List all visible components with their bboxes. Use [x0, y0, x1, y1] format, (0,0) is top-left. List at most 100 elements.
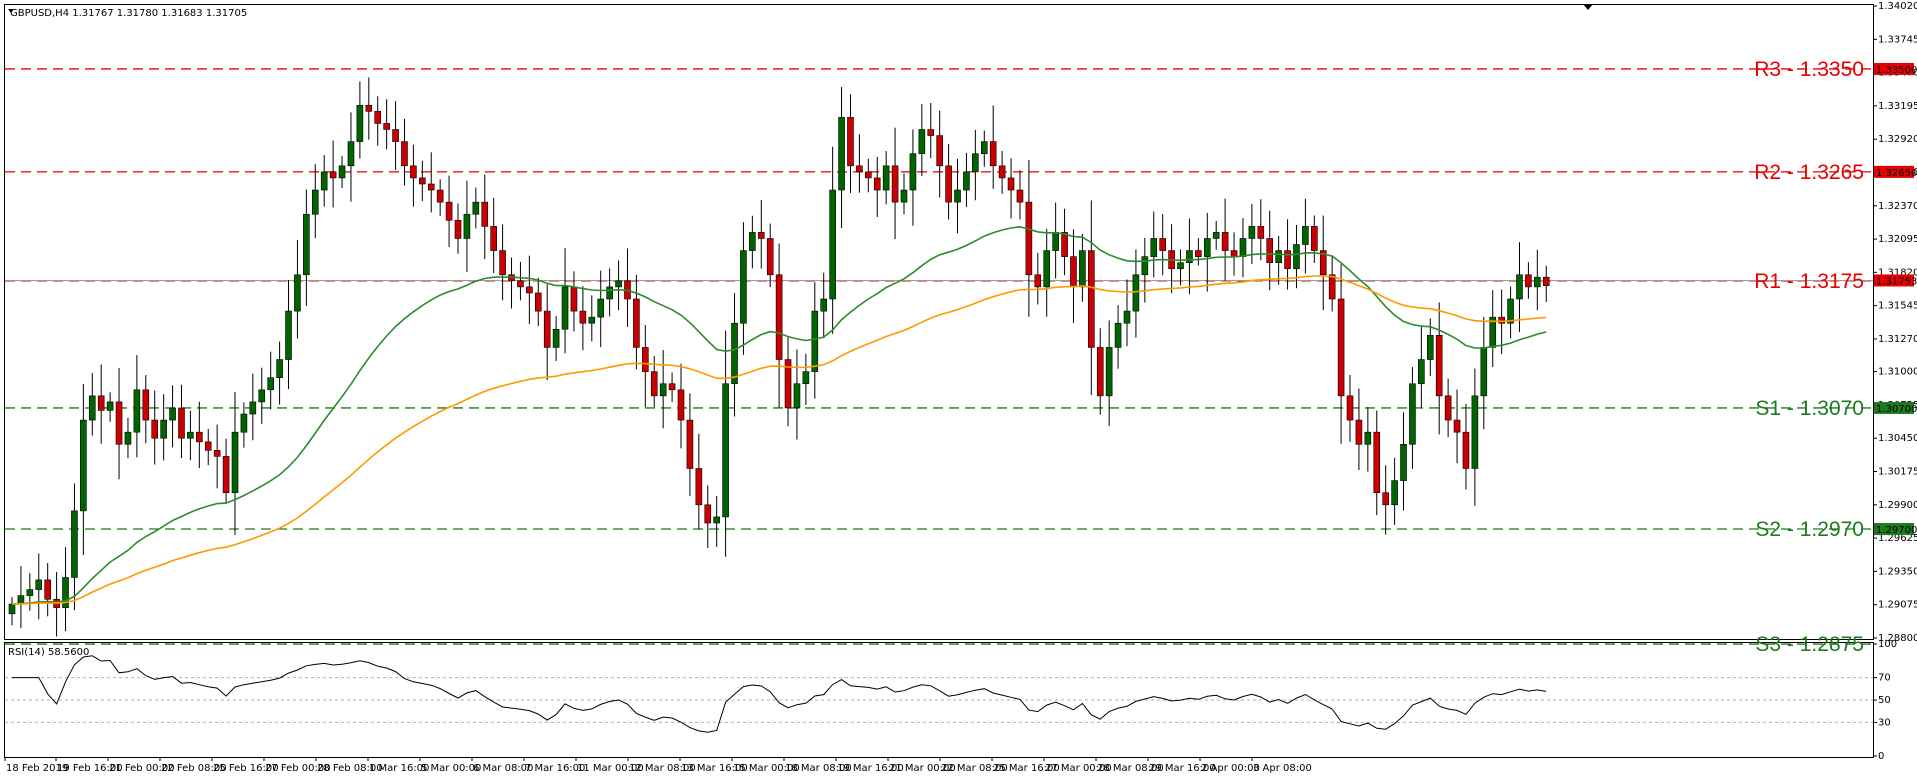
- rsi-tick-label: 50: [1878, 695, 1891, 706]
- candle-body: [8, 603, 16, 615]
- candle-body: [936, 135, 943, 167]
- candle-body: [1007, 177, 1015, 191]
- candle-body: [1426, 335, 1434, 360]
- price-tick-label: 1.31820: [1878, 267, 1917, 278]
- candle-body: [26, 589, 34, 596]
- candle-body: [1096, 347, 1104, 397]
- candle-body: [1239, 238, 1247, 257]
- candle-body: [811, 310, 819, 372]
- level-price-tag: [1874, 401, 1914, 414]
- candle-body: [1141, 256, 1149, 276]
- level-label: S1 - 1.3070: [1755, 397, 1864, 420]
- price-tick-label: 1.32370: [1878, 201, 1917, 212]
- time-tick-label: 5 Mar 00:00: [421, 763, 481, 774]
- candle-body: [998, 165, 1006, 179]
- candle-body: [1230, 250, 1238, 257]
- candle-body: [775, 274, 783, 360]
- candle-body: [1311, 226, 1318, 251]
- candle-body: [517, 280, 524, 288]
- candle-body: [383, 123, 390, 130]
- candle-body: [1293, 244, 1300, 270]
- candle-body: [401, 141, 408, 167]
- candle-body: [427, 183, 435, 191]
- candle-body: [249, 401, 257, 415]
- candle-body: [62, 577, 69, 609]
- price-tick-label: 1.32095: [1878, 234, 1917, 245]
- candle-body: [1195, 250, 1202, 257]
- candle-body: [1257, 226, 1265, 239]
- candle-body: [1542, 276, 1550, 286]
- time-tick-label: 6 Mar 08:00: [473, 763, 533, 774]
- candle-body: [1150, 238, 1158, 257]
- candle-body: [80, 419, 87, 512]
- candle-body: [106, 401, 114, 411]
- candle-body: [873, 177, 881, 191]
- candle-body: [695, 468, 703, 506]
- time-tick-label: 28 Mar 08:00: [1097, 763, 1164, 774]
- candle-body: [588, 316, 596, 324]
- candle-body: [213, 450, 221, 457]
- candle-body: [856, 165, 863, 173]
- rsi-header: RSI(14) 58.5600: [8, 647, 89, 658]
- candle-body: [1123, 310, 1131, 324]
- time-tick-label: 25 Feb 16:00: [213, 763, 279, 774]
- time-tick-label: 19 Mar 16:00: [837, 763, 904, 774]
- candle-body: [1105, 347, 1113, 397]
- candle-body: [124, 431, 132, 445]
- candle-body: [918, 129, 926, 155]
- price-tick-label: 1.32920: [1878, 134, 1917, 145]
- candle-body: [151, 419, 159, 439]
- level-label: S2 - 1.2970: [1755, 518, 1864, 541]
- candle-body: [1364, 431, 1372, 445]
- time-tick-label: 21 Mar 00:00: [889, 763, 956, 774]
- candle-body: [1516, 274, 1523, 300]
- candle-body: [570, 286, 578, 312]
- candle-body: [472, 201, 480, 215]
- price-tick-label: 1.29350: [1878, 566, 1917, 577]
- moving-average-slow: [11, 275, 1547, 605]
- candle-body: [1355, 419, 1363, 445]
- time-tick-label: 27 Mar 00:00: [1045, 763, 1112, 774]
- candle-body: [597, 298, 605, 318]
- price-axis: 1.340201.337451.334701.331951.329201.326…: [1873, 1, 1917, 644]
- rsi-axis: 100 70 50 30 0: [1873, 639, 1897, 762]
- candle-body: [303, 213, 310, 276]
- candle-body: [1373, 431, 1381, 494]
- candle-body: [1212, 232, 1220, 239]
- time-tick-label: 18 Mar 08:00: [785, 763, 852, 774]
- candle-body: [713, 516, 720, 524]
- candle-body: [35, 579, 43, 590]
- candle-body: [187, 431, 194, 439]
- candle-body: [419, 177, 426, 185]
- chart-menu-arrow-icon[interactable]: [8, 9, 14, 13]
- candle-body: [561, 286, 569, 330]
- candle-body: [329, 171, 337, 179]
- candle-body: [436, 189, 444, 203]
- time-tick-label: 28 Feb 08:00: [317, 763, 383, 774]
- candle-body: [882, 165, 890, 191]
- candle-body: [1248, 226, 1256, 239]
- candle-body: [740, 250, 747, 324]
- candle-body: [659, 383, 667, 397]
- candle-body: [543, 310, 551, 348]
- price-tick-label: 1.29075: [1878, 600, 1917, 611]
- candle-body: [668, 383, 676, 391]
- candle-body: [294, 274, 301, 312]
- candle-body: [552, 328, 560, 348]
- candle-body: [1088, 250, 1095, 348]
- time-tick-label: 15 Mar 00:00: [733, 763, 800, 774]
- candle-body: [865, 171, 872, 179]
- scroll-marker-icon[interactable]: [1583, 4, 1593, 10]
- candle-body: [1177, 262, 1184, 270]
- candle-body: [1025, 201, 1033, 276]
- candle-body: [731, 322, 738, 385]
- candle-body: [1034, 274, 1042, 288]
- rsi-line: [12, 655, 1547, 733]
- candle-body: [1391, 480, 1398, 506]
- candle-body: [285, 310, 292, 360]
- candle-body: [410, 165, 417, 179]
- level-label: R3 - 1.3350: [1754, 58, 1864, 81]
- level-labels: R3 - 1.3350 R2 - 1.3265 R1 - 1.3175 S1 - 1.…: [1754, 58, 1864, 656]
- price-tick-label: 1.34020: [1878, 1, 1917, 12]
- candle-body: [71, 510, 78, 578]
